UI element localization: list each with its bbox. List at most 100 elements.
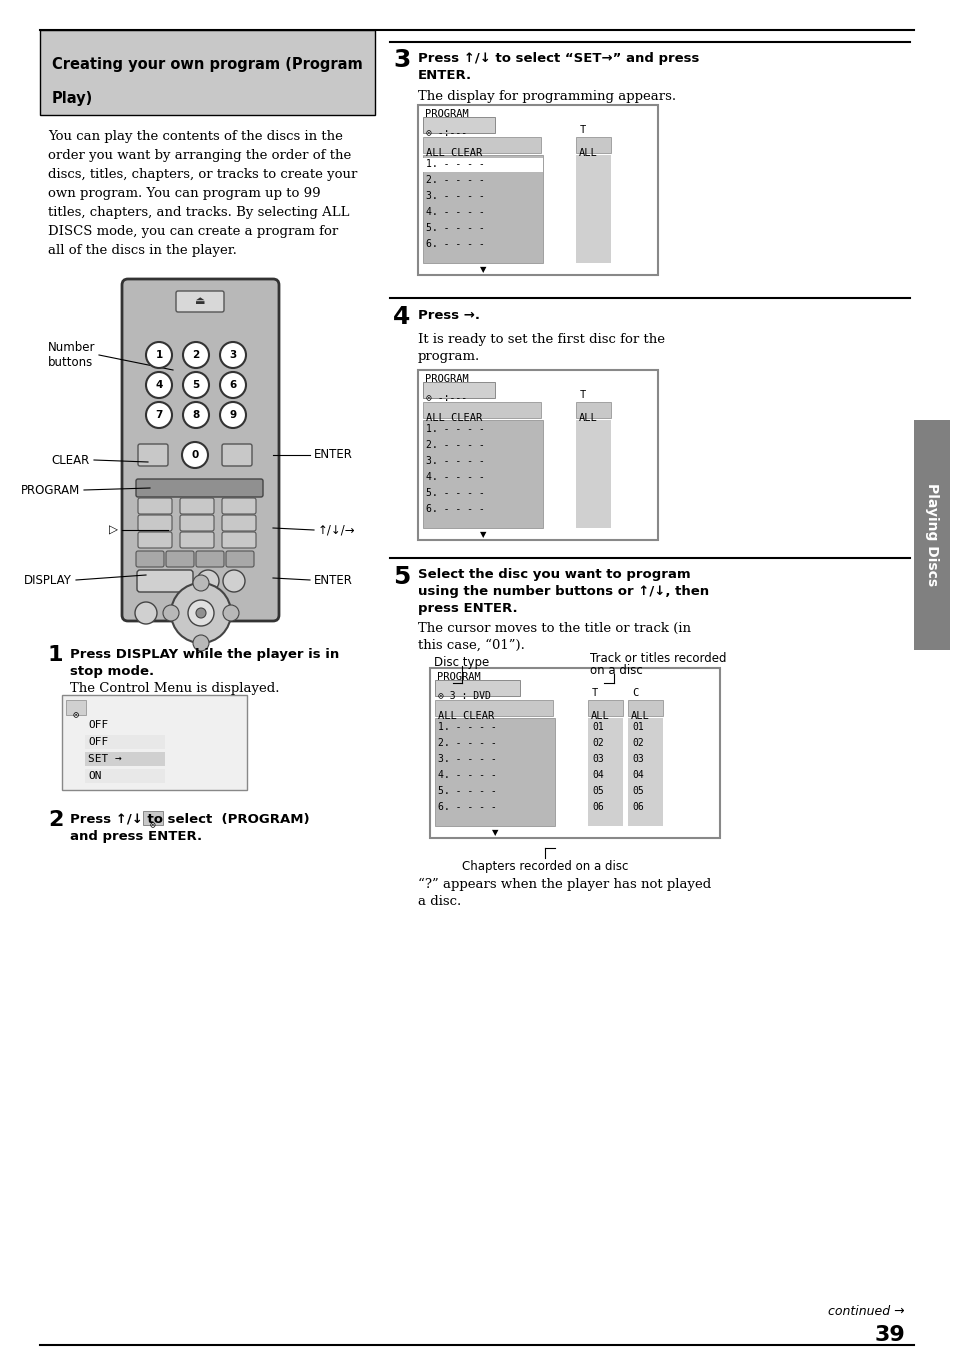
Bar: [422, 402, 540, 418]
Text: 06: 06: [631, 802, 643, 813]
Text: ↑/↓/→: ↑/↓/→: [317, 523, 355, 537]
FancyBboxPatch shape: [222, 498, 255, 514]
Bar: [143, 811, 163, 825]
Text: 2. - - - -: 2. - - - -: [426, 439, 484, 450]
Bar: [422, 118, 495, 132]
Text: ▷: ▷: [109, 523, 118, 537]
Text: PROGRAM: PROGRAM: [436, 672, 480, 681]
Circle shape: [193, 635, 209, 652]
Bar: [430, 668, 720, 838]
Text: 5: 5: [193, 380, 199, 389]
Text: DISPLAY: DISPLAY: [24, 573, 71, 587]
Bar: [576, 137, 610, 153]
Text: 02: 02: [592, 738, 603, 748]
FancyBboxPatch shape: [138, 443, 168, 466]
Circle shape: [146, 372, 172, 397]
Text: T: T: [579, 389, 586, 400]
Text: on a disc: on a disc: [589, 664, 642, 677]
Text: C: C: [631, 688, 638, 698]
Text: 6. - - - -: 6. - - - -: [426, 504, 484, 514]
Text: 3. - - - -: 3. - - - -: [426, 456, 484, 466]
Text: Select the disc you want to program
using the number buttons or ↑/↓, then
press : Select the disc you want to program usin…: [417, 568, 708, 615]
Text: ▼: ▼: [479, 530, 486, 539]
Text: 2: 2: [48, 810, 63, 830]
FancyBboxPatch shape: [122, 279, 278, 621]
Circle shape: [182, 442, 208, 468]
Circle shape: [220, 372, 246, 397]
Text: ⊙: ⊙: [150, 821, 155, 830]
Text: 03: 03: [592, 754, 603, 764]
Text: You can play the contents of the discs in the: You can play the contents of the discs i…: [48, 130, 342, 143]
FancyBboxPatch shape: [138, 498, 172, 514]
Text: 1. - - - -: 1. - - - -: [426, 425, 484, 434]
Text: Disc type: Disc type: [434, 656, 489, 669]
FancyBboxPatch shape: [180, 498, 213, 514]
Text: 3: 3: [229, 350, 236, 360]
Bar: [587, 700, 622, 717]
Text: 4. - - - -: 4. - - - -: [426, 472, 484, 483]
Text: 0: 0: [192, 450, 198, 460]
Text: 4: 4: [393, 306, 410, 329]
Text: OFF: OFF: [88, 737, 108, 748]
FancyBboxPatch shape: [138, 531, 172, 548]
Text: 39: 39: [873, 1325, 904, 1345]
Text: 1: 1: [48, 645, 64, 665]
Bar: [627, 700, 662, 717]
Text: 6. - - - -: 6. - - - -: [437, 802, 497, 813]
Bar: [85, 752, 165, 767]
Text: ⊙: ⊙: [72, 710, 79, 721]
Bar: [422, 137, 540, 153]
Text: ALL CLEAR: ALL CLEAR: [426, 412, 482, 423]
FancyBboxPatch shape: [136, 552, 164, 566]
FancyBboxPatch shape: [166, 552, 193, 566]
Text: ENTER: ENTER: [314, 573, 353, 587]
Bar: [422, 155, 542, 264]
Circle shape: [193, 575, 209, 591]
Text: 01: 01: [631, 722, 643, 731]
Bar: [85, 769, 165, 783]
Text: DISCS mode, you can create a program for: DISCS mode, you can create a program for: [48, 224, 338, 238]
Bar: [587, 718, 622, 826]
FancyBboxPatch shape: [226, 552, 253, 566]
Bar: [435, 700, 553, 717]
Text: The display for programming appears.: The display for programming appears.: [417, 91, 676, 103]
Bar: [417, 105, 658, 274]
Text: 05: 05: [631, 786, 643, 796]
Circle shape: [183, 342, 209, 368]
Bar: [435, 718, 555, 826]
Text: Play): Play): [52, 91, 93, 105]
FancyBboxPatch shape: [175, 291, 224, 312]
Text: Playing Discs: Playing Discs: [924, 484, 938, 587]
Text: 3. - - - -: 3. - - - -: [437, 754, 497, 764]
Bar: [417, 370, 658, 539]
Text: ENTER: ENTER: [314, 449, 353, 461]
Circle shape: [223, 571, 245, 592]
Text: PROGRAM: PROGRAM: [424, 375, 468, 384]
FancyBboxPatch shape: [222, 443, 252, 466]
Text: 02: 02: [631, 738, 643, 748]
Text: 8: 8: [193, 410, 199, 420]
Circle shape: [183, 372, 209, 397]
Text: 06: 06: [592, 802, 603, 813]
Text: OFF: OFF: [88, 721, 108, 730]
Circle shape: [146, 402, 172, 429]
Text: PROGRAM: PROGRAM: [21, 484, 80, 496]
Text: The cursor moves to the title or track (in
this case, “01”).: The cursor moves to the title or track (…: [417, 622, 690, 652]
Text: ⊙ 3 : DVD: ⊙ 3 : DVD: [437, 691, 491, 700]
Text: 04: 04: [592, 771, 603, 780]
Circle shape: [188, 600, 213, 626]
Circle shape: [220, 402, 246, 429]
Text: 4. - - - -: 4. - - - -: [437, 771, 497, 780]
Text: 4: 4: [155, 380, 163, 389]
Bar: [627, 718, 662, 826]
Text: SET →: SET →: [88, 754, 122, 764]
Text: discs, titles, chapters, or tracks to create your: discs, titles, chapters, or tracks to cr…: [48, 168, 357, 181]
Text: 05: 05: [592, 786, 603, 796]
Text: 01: 01: [592, 722, 603, 731]
Circle shape: [163, 604, 179, 621]
Text: Chapters recorded on a disc: Chapters recorded on a disc: [461, 860, 627, 873]
FancyBboxPatch shape: [222, 515, 255, 531]
Text: 5: 5: [393, 565, 410, 589]
Text: “?” appears when the player has not played
a disc.: “?” appears when the player has not play…: [417, 877, 711, 909]
Bar: [435, 680, 519, 696]
